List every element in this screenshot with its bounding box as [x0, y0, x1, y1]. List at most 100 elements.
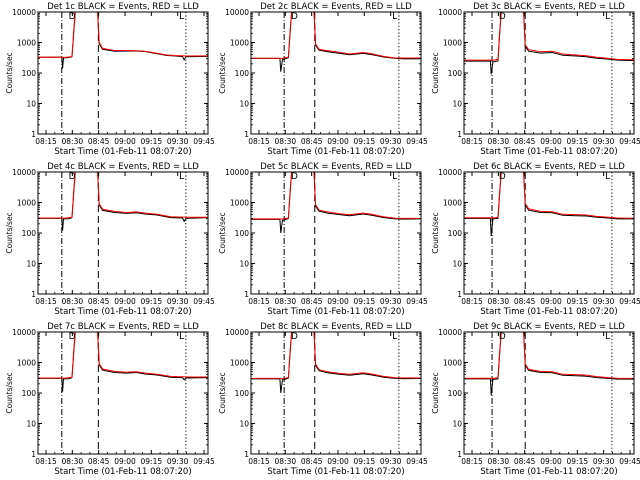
x-tick-label: 08:15 — [35, 457, 57, 466]
plot-frame — [37, 331, 209, 455]
x-axis-label: Start Time (01-Feb-11 08:07:20) — [480, 307, 617, 317]
x-tick-label: 09:15 — [354, 137, 376, 146]
y-tick-label: 100 — [448, 69, 463, 78]
x-tick-label: 08:30 — [488, 457, 510, 466]
series-events-line — [38, 332, 208, 392]
y-tick-label: 1 — [457, 130, 462, 139]
x-tick-label: 09:30 — [593, 457, 615, 466]
x-tick-label: 08:45 — [301, 137, 323, 146]
y-tick-label: 10000 — [12, 8, 36, 17]
y-tick-label: 10000 — [12, 168, 36, 177]
y-tick-label: 1 — [244, 290, 249, 299]
y-tick-label: 1000 — [17, 359, 36, 368]
series-lld-line — [464, 12, 634, 61]
x-tick-label: 09:45 — [406, 137, 428, 146]
y-axis-label: Counts/sec — [431, 52, 440, 93]
y-tick-label: 1000 — [443, 199, 462, 208]
marker-label-d: D — [499, 172, 506, 182]
x-tick-label: 09:45 — [406, 457, 428, 466]
y-tick-label: 1000 — [230, 199, 249, 208]
x-axis-label: Start Time (01-Feb-11 08:07:20) — [480, 147, 617, 157]
y-tick-label: 1000 — [17, 199, 36, 208]
marker-label-d: D — [499, 332, 506, 342]
marker-label-d: D — [291, 12, 298, 22]
x-tick-label: 08:30 — [62, 297, 84, 306]
panel-det-2: D L 1 10 100 1000 10000 08:15 08:30 08:45 09:00 09:… — [218, 2, 428, 157]
x-tick-label: 09:45 — [619, 297, 640, 306]
panel-title: Det 8c BLACK = Events, RED = LLD — [260, 322, 412, 332]
panel-title: Det 1c BLACK = Events, RED = LLD — [47, 2, 199, 12]
y-tick-label: 10000 — [225, 168, 249, 177]
y-tick-label: 1 — [31, 130, 36, 139]
y-tick-label: 10000 — [12, 328, 36, 337]
x-tick-label: 08:15 — [248, 297, 270, 306]
x-tick-label: 09:00 — [540, 457, 562, 466]
x-tick-label: 09:00 — [327, 457, 349, 466]
y-tick-label: 10 — [452, 100, 462, 109]
y-tick-label: 100 — [235, 229, 250, 238]
marker-label-l: L — [179, 12, 184, 22]
x-tick-label: 08:45 — [514, 457, 536, 466]
panel-det-4: D L 1 10 100 1000 10000 08:15 08:30 08:45 09:00 09:… — [5, 162, 215, 317]
marker-label-l: L — [605, 12, 610, 22]
panel-det-6: D L 1 10 100 1000 10000 08:15 08:30 08:45 09:00 09:… — [431, 162, 640, 317]
x-tick-label: 08:15 — [461, 457, 483, 466]
marker-label-l: L — [392, 332, 397, 342]
x-axis-label: Start Time (01-Feb-11 08:07:20) — [480, 467, 617, 477]
x-tick-label: 09:00 — [327, 297, 349, 306]
marker-label-d: D — [69, 332, 76, 342]
panel-title: Det 6c BLACK = Events, RED = LLD — [473, 162, 625, 172]
y-tick-label: 1 — [244, 130, 249, 139]
x-tick-label: 09:45 — [619, 457, 640, 466]
y-axis-label: Counts/sec — [5, 52, 14, 93]
series-events-line — [251, 12, 421, 72]
y-axis-label: Counts/sec — [218, 212, 227, 253]
x-tick-label: 09:00 — [327, 137, 349, 146]
series-lld-line — [251, 12, 421, 59]
x-tick-label: 09:45 — [193, 297, 215, 306]
y-axis-label: Counts/sec — [218, 52, 227, 93]
x-tick-label: 09:30 — [167, 137, 189, 146]
x-axis-label: Start Time (01-Feb-11 08:07:20) — [54, 467, 191, 477]
x-tick-label: 08:45 — [88, 457, 110, 466]
y-tick-label: 1000 — [230, 39, 249, 48]
x-tick-label: 08:30 — [488, 137, 510, 146]
series-events-line — [251, 172, 421, 234]
y-tick-label: 1 — [244, 450, 249, 459]
x-tick-label: 08:45 — [88, 297, 110, 306]
x-tick-label: 09:15 — [141, 457, 163, 466]
plot-frame — [250, 331, 422, 455]
y-tick-label: 10000 — [438, 168, 462, 177]
marker-label-l: L — [392, 172, 397, 182]
plot-frame — [37, 11, 209, 135]
x-tick-label: 08:45 — [514, 297, 536, 306]
y-tick-label: 100 — [22, 229, 37, 238]
x-tick-label: 09:15 — [141, 297, 163, 306]
series-events-line — [464, 12, 634, 75]
y-tick-label: 10000 — [438, 8, 462, 17]
x-tick-label: 08:45 — [301, 297, 323, 306]
x-tick-label: 08:15 — [248, 457, 270, 466]
y-tick-label: 1 — [457, 290, 462, 299]
x-tick-label: 09:00 — [540, 297, 562, 306]
marker-label-d: D — [69, 12, 76, 22]
y-tick-label: 10000 — [438, 328, 462, 337]
y-tick-label: 10 — [452, 260, 462, 269]
x-tick-label: 09:00 — [114, 297, 136, 306]
marker-label-d: D — [499, 12, 506, 22]
plot-frame — [463, 331, 635, 455]
x-tick-label: 09:30 — [167, 457, 189, 466]
series-events-line — [464, 172, 634, 237]
panel-det-9: D L 1 10 100 1000 10000 08:15 08:30 08:45 09:00 09:… — [431, 322, 640, 477]
marker-label-l: L — [392, 12, 397, 22]
plot-frame — [37, 171, 209, 295]
y-axis-label: Counts/sec — [218, 372, 227, 413]
panel-det-5: D L 1 10 100 1000 10000 08:15 08:30 08:45 09:00 09:… — [218, 162, 428, 317]
y-tick-label: 10 — [26, 260, 36, 269]
y-tick-label: 10000 — [225, 8, 249, 17]
series-lld-line — [464, 332, 634, 379]
series-events-line — [251, 332, 421, 394]
x-tick-label: 09:45 — [619, 137, 640, 146]
y-tick-label: 1000 — [17, 39, 36, 48]
panel-title: Det 7c BLACK = Events, RED = LLD — [47, 322, 199, 332]
